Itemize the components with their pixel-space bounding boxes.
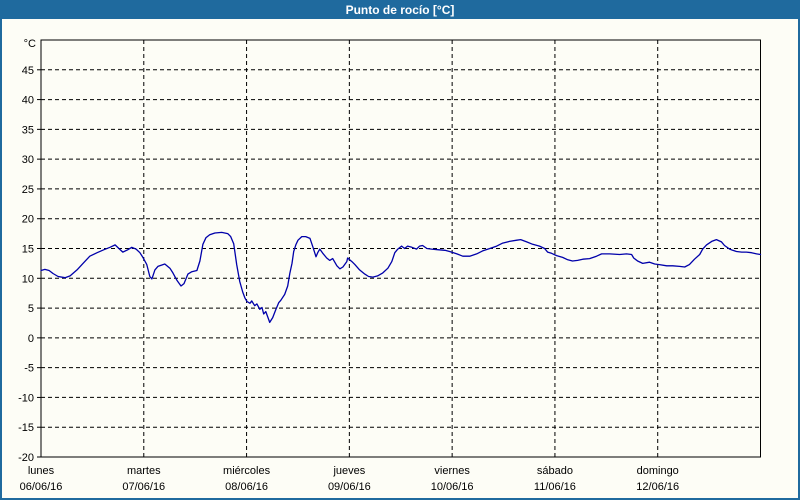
x-tick-date-label: 10/06/16	[431, 481, 474, 493]
x-tick-date-label: 08/06/16	[225, 481, 268, 493]
y-tick-label: 0	[28, 333, 34, 345]
chart-title: Punto de rocío [°C]	[345, 3, 455, 17]
y-tick-label: -5	[24, 363, 34, 375]
title-bar: Punto de rocío [°C]	[2, 2, 798, 19]
x-tick-date-label: 07/06/16	[122, 481, 165, 493]
y-tick-label: 5	[28, 303, 34, 315]
x-tick-date-label: 12/06/16	[636, 481, 679, 493]
y-tick-label: 25	[22, 184, 34, 196]
y-tick-label: -15	[18, 422, 34, 434]
x-tick-day-label: viernes	[434, 465, 470, 477]
y-tick-label: 45	[22, 65, 34, 77]
y-tick-label: 20	[22, 214, 34, 226]
y-tick-label: 35	[22, 124, 34, 136]
x-tick-day-label: domingo	[637, 465, 679, 477]
y-tick-label: -20	[18, 452, 34, 464]
x-tick-day-label: jueves	[332, 465, 365, 477]
x-tick-day-label: lunes	[28, 465, 55, 477]
y-tick-label: -10	[18, 392, 34, 404]
plot-border	[40, 39, 761, 458]
y-tick-label: 40	[22, 95, 34, 107]
y-tick-label: 30	[22, 154, 34, 166]
x-tick-day-label: miércoles	[223, 465, 271, 477]
chart-plot: 45 40 35 30 25 20 15 10 5 0 -5 -10 -15 -20 °C lunes 06/0…	[18, 38, 762, 493]
y-tick-label: 10	[22, 273, 34, 285]
x-tick-date-label: 06/06/16	[20, 481, 63, 493]
y-axis-unit-label: °C	[24, 38, 36, 50]
x-tick-date-label: 09/06/16	[328, 481, 371, 493]
dew-point-line	[40, 231, 762, 324]
y-tick-label: 15	[22, 244, 34, 256]
x-tick-date-label: 11/06/16	[534, 481, 576, 493]
x-tick-day-label: sábado	[537, 465, 573, 477]
x-tick-day-label: martes	[127, 465, 161, 477]
